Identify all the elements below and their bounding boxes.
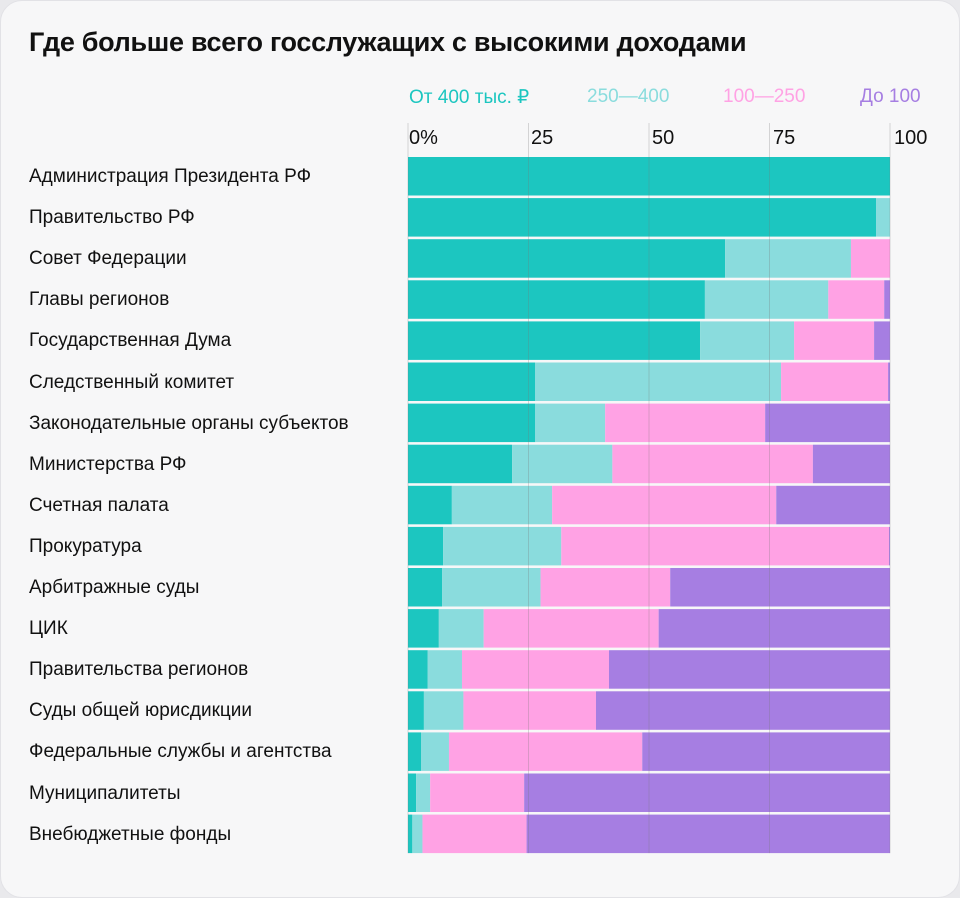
- bar-segment-row14-series0: [408, 732, 422, 771]
- category-label: ЦИК: [29, 618, 68, 640]
- bar-segment-row11-series2: [483, 609, 659, 648]
- bar-segment-row4-series1: [700, 321, 795, 360]
- x-tick-label-100: 100: [894, 127, 928, 149]
- category-label: Администрация Президента РФ: [29, 166, 312, 187]
- bar-segment-row8-series2: [552, 485, 777, 525]
- category-label: Следственный комитет: [29, 371, 235, 393]
- category-label: Правительства регионов: [29, 659, 249, 681]
- bar-segment-row9-series3: [889, 526, 890, 566]
- bar-segment-row14-series1: [421, 732, 449, 771]
- bar-segment-row1-series0: [408, 198, 877, 237]
- bar-segment-row7-series1: [512, 444, 613, 484]
- bar-segment-row13-series0: [408, 691, 424, 730]
- bar-segment-row6-series3: [765, 403, 890, 443]
- bar-segment-row5-series1: [535, 362, 782, 401]
- bar-segment-row5-series2: [781, 362, 889, 401]
- chart-title: Где больше всего госслужащих с высокими …: [29, 27, 747, 57]
- bar-segment-row15-series0: [408, 773, 417, 812]
- category-label: Совет Федерации: [29, 248, 187, 270]
- category-label: Прокуратура: [29, 535, 142, 557]
- bar-segment-row6-series0: [408, 403, 536, 443]
- bar-segment-row14-series3: [642, 732, 890, 771]
- legend-item-over-400: От 400 тыс. ₽: [409, 87, 530, 108]
- bar-segment-row2-series1: [725, 239, 851, 278]
- x-tick-label-25: 25: [531, 127, 554, 149]
- bar-segment-row13-series3: [595, 691, 890, 730]
- bar-segment-row11-series3: [658, 609, 890, 648]
- bar-segment-row14-series2: [448, 732, 643, 771]
- category-label: Внебюджетные фонды: [29, 823, 232, 845]
- category-label: Суды общей юрисдикции: [29, 700, 252, 722]
- category-label: Федеральные службы и агентства: [29, 741, 332, 763]
- bar-segment-row12-series2: [461, 650, 609, 689]
- bar-segment-row16-series1: [412, 814, 423, 854]
- bar-segment-row12-series1: [427, 650, 462, 689]
- bar-segment-row15-series1: [416, 773, 431, 812]
- legend-item-100-250: 100—250: [723, 86, 806, 107]
- bar-segment-row10-series3: [670, 568, 890, 607]
- bar-segment-row11-series1: [438, 609, 484, 648]
- bar-segment-row7-series3: [812, 444, 890, 484]
- bar-segment-row10-series1: [442, 568, 541, 607]
- bar-segment-row15-series3: [524, 773, 890, 812]
- category-label: Арбитражные суды: [29, 577, 200, 598]
- bar-segment-row16-series3: [526, 814, 890, 854]
- bar-segment-row2-series0: [408, 239, 726, 278]
- bar-segment-row7-series2: [612, 444, 813, 484]
- bar-segment-row16-series0: [408, 814, 413, 854]
- category-label: Государственная Дума: [29, 330, 232, 352]
- bar-segment-row11-series0: [408, 609, 439, 648]
- x-tick-label-75: 75: [773, 127, 796, 149]
- bar-segment-row4-series3: [874, 321, 890, 360]
- bar-segment-row10-series0: [408, 568, 443, 607]
- bar-segment-row6-series2: [605, 403, 766, 443]
- category-label: Главы регионов: [29, 289, 170, 311]
- bar-segment-row13-series1: [423, 691, 464, 730]
- bar-segment-row4-series2: [794, 321, 875, 360]
- bar-segment-row8-series1: [451, 485, 553, 525]
- bar-segment-row9-series2: [561, 526, 890, 566]
- bar-segment-row8-series0: [408, 485, 452, 525]
- bar-segment-row0-series0: [408, 157, 890, 196]
- bar-segment-row3-series2: [828, 280, 885, 319]
- bar-segment-row2-series2: [850, 239, 890, 278]
- gridlines: [407, 123, 891, 854]
- x-tick-label-0: 0%: [409, 127, 438, 149]
- bar-segment-row16-series2: [422, 814, 527, 854]
- bar-segment-row10-series2: [540, 568, 671, 607]
- category-label: Законодательные органы субъектов: [29, 412, 349, 434]
- x-tick-label-50: 50: [652, 127, 675, 149]
- bar-segment-row8-series3: [776, 485, 890, 525]
- bar-segment-row3-series0: [408, 280, 705, 319]
- category-label: Муниципалитеты: [29, 782, 181, 804]
- bar-segment-row3-series3: [884, 280, 890, 319]
- legend-item-under-100: До 100: [860, 86, 921, 107]
- bar-segment-row12-series3: [608, 650, 890, 689]
- bar-segment-row9-series1: [443, 526, 562, 566]
- category-label: Правительство РФ: [29, 207, 195, 229]
- bar-segment-row3-series1: [704, 280, 829, 319]
- bar-segment-row12-series0: [408, 650, 428, 689]
- bar-segment-row5-series3: [888, 362, 890, 401]
- bar-segment-row9-series0: [408, 526, 444, 566]
- bars: [408, 157, 890, 854]
- bar-segment-row7-series0: [408, 444, 513, 484]
- bar-segment-row6-series1: [535, 403, 606, 443]
- bar-segment-row15-series2: [430, 773, 525, 812]
- bar-segment-row4-series0: [408, 321, 701, 360]
- category-label: Министерства РФ: [29, 453, 187, 475]
- bar-segment-row1-series1: [876, 198, 890, 237]
- category-label: Счетная палата: [29, 494, 169, 516]
- legend-item-250-400: 250—400: [587, 86, 670, 107]
- bar-segment-row13-series2: [463, 691, 596, 730]
- bar-segment-row5-series0: [408, 362, 536, 401]
